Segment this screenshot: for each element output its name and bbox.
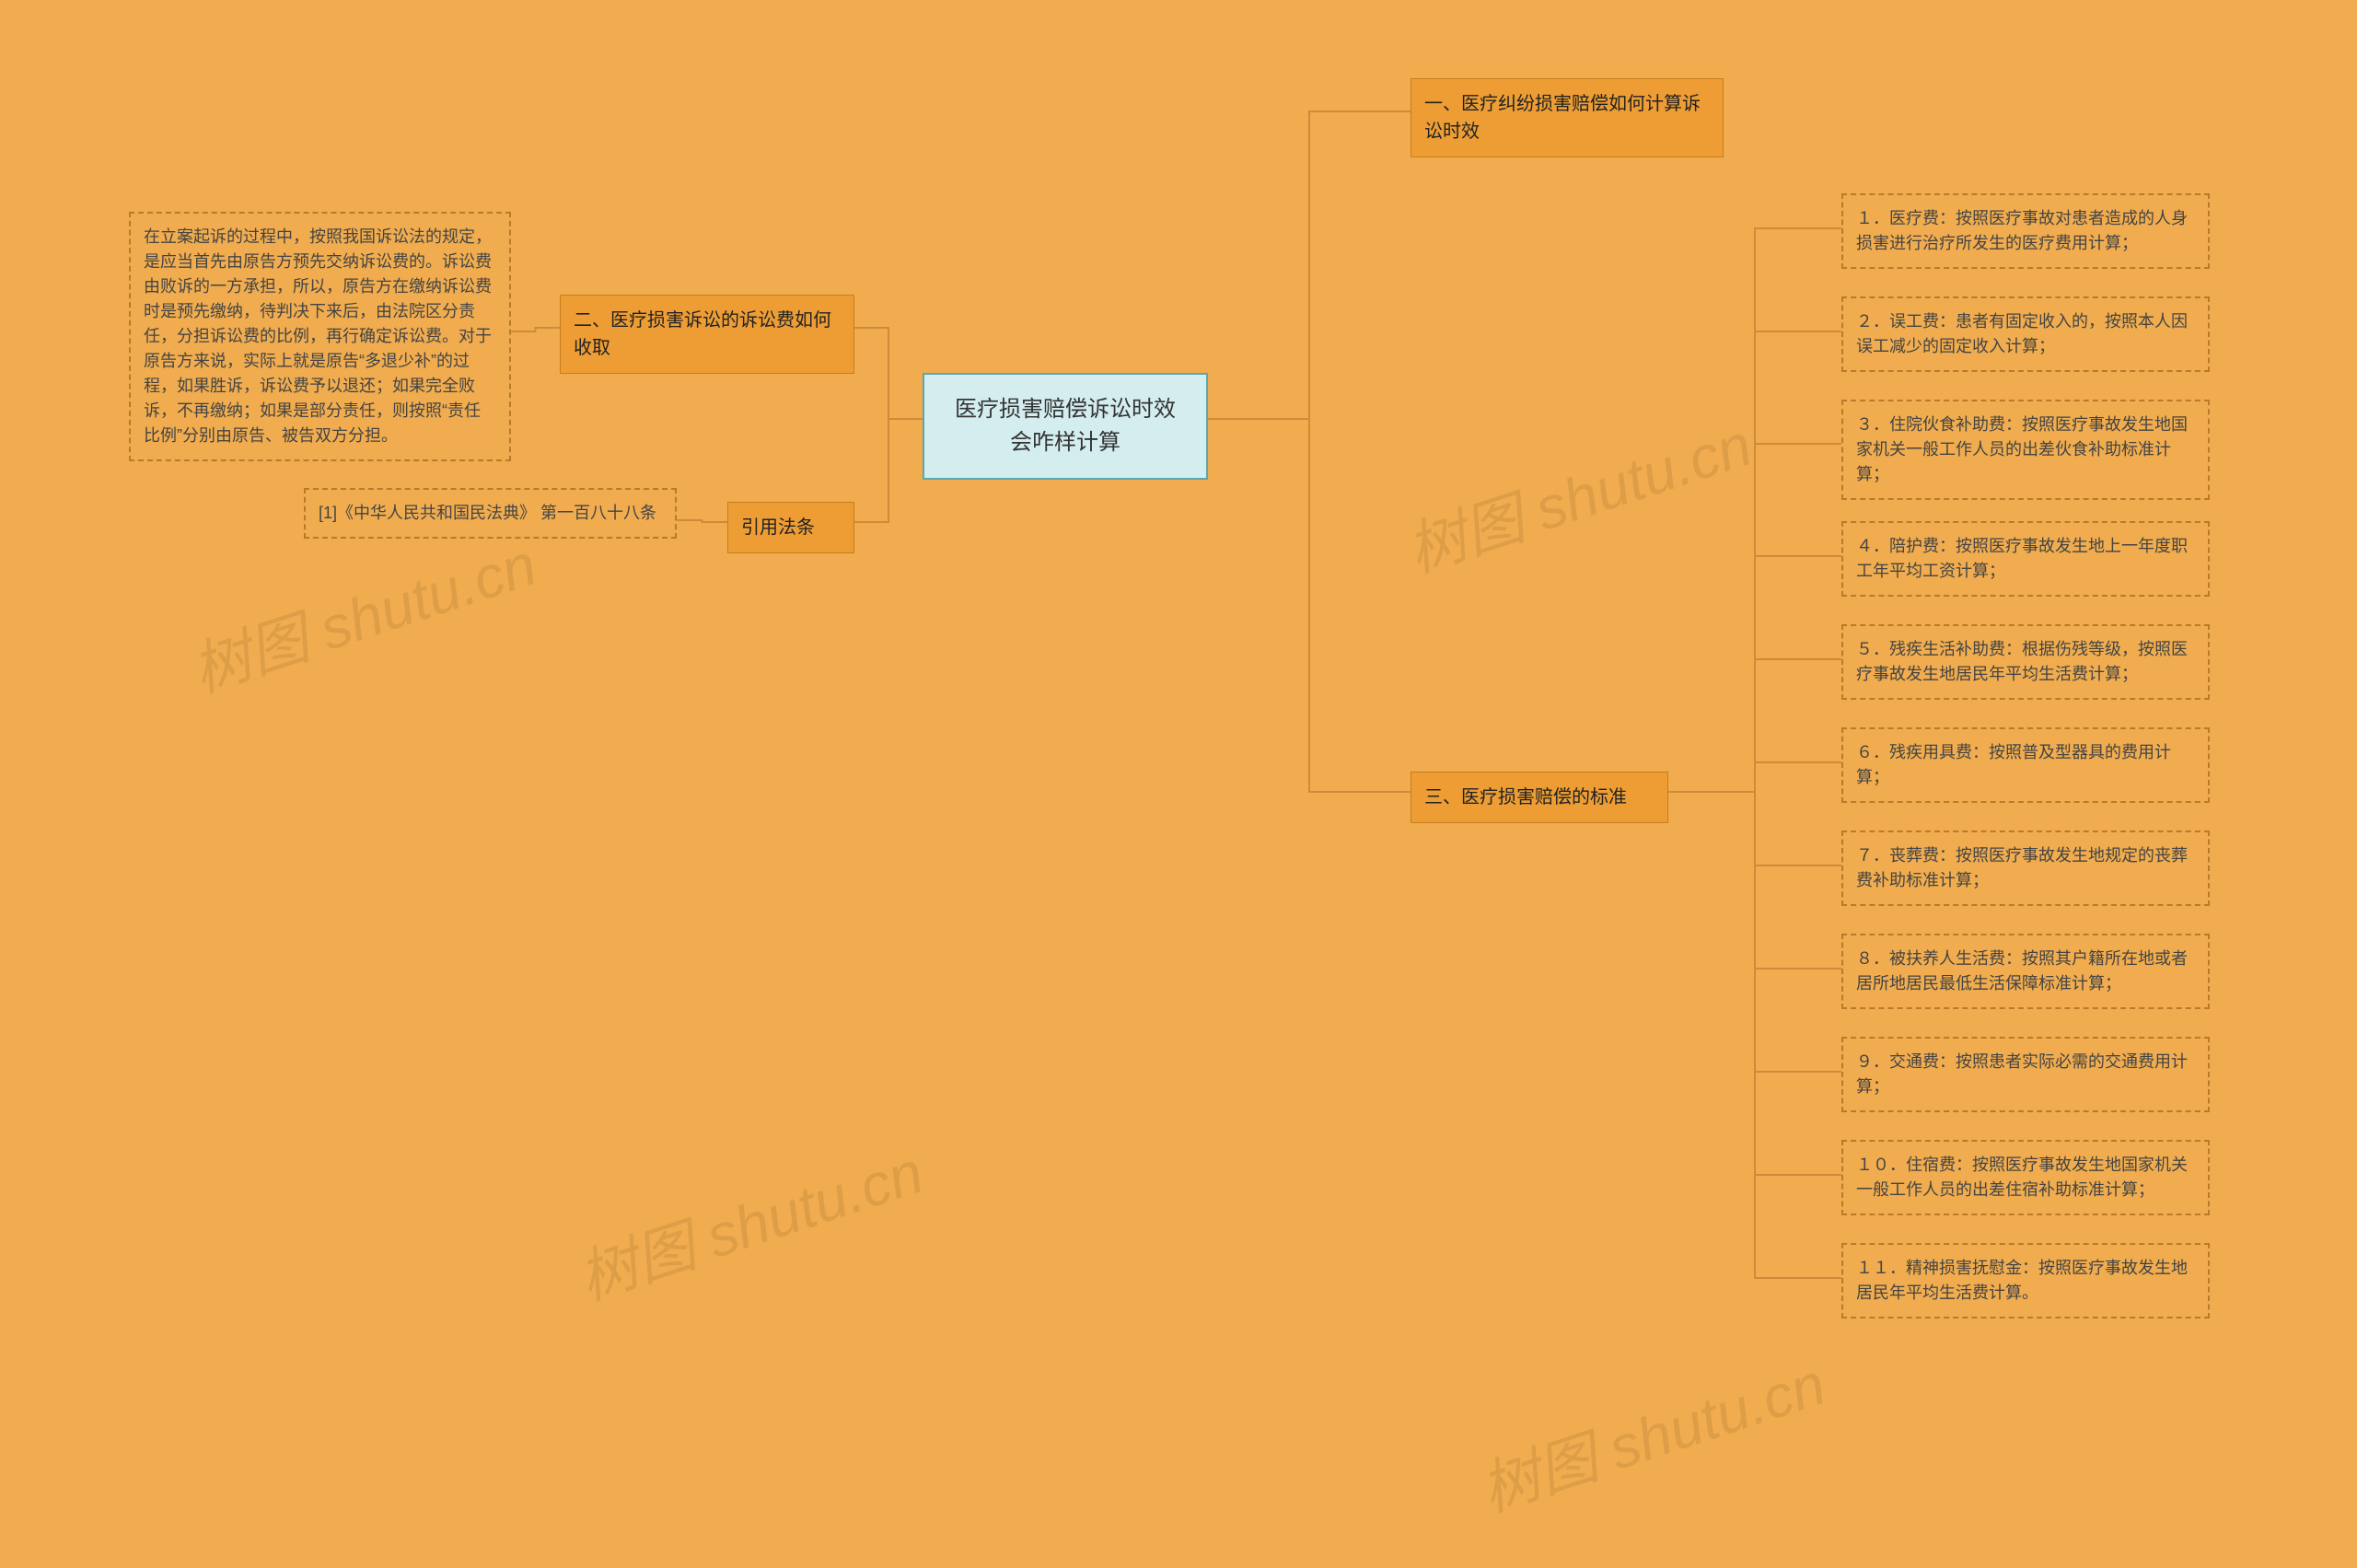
leaf-b4-1-label: [1]《中华人民共和国民法典》 第一百八十八条 xyxy=(319,504,656,522)
leaf-8: ８．被扶养人生活费：按照其户籍所在地或者居所地居民最低生活保障标准计算； xyxy=(1841,934,2210,1009)
leaf-2-label: ２．误工费：患者有固定收入的，按照本人因误工减少的固定收入计算； xyxy=(1856,312,2188,355)
leaf-11: １１．精神损害抚慰金：按照医疗事故发生地居民年平均生活费计算。 xyxy=(1841,1243,2210,1318)
leaf-4-label: ４．陪护费：按照医疗事故发生地上一年度职工年平均工资计算； xyxy=(1856,537,2188,580)
leaf-9: ９．交通费：按照患者实际必需的交通费用计算； xyxy=(1841,1037,2210,1112)
leaf-7-label: ７．丧葬费：按照医疗事故发生地规定的丧葬费补助标准计算； xyxy=(1856,846,2188,889)
branch-2: 二、医疗损害诉讼的诉讼费如何收取 xyxy=(560,295,854,374)
leaf-7: ７．丧葬费：按照医疗事故发生地规定的丧葬费补助标准计算； xyxy=(1841,830,2210,906)
leaf-6: ６．残疾用具费：按照普及型器具的费用计算； xyxy=(1841,727,2210,803)
watermark: 树图 shutu.cn xyxy=(1395,398,1760,588)
leaf-5-label: ５．残疾生活补助费：根据伤残等级，按照医疗事故发生地居民年平均生活费计算； xyxy=(1856,640,2188,683)
watermark: 树图 shutu.cn xyxy=(1469,1337,1834,1527)
leaf-b4-1: [1]《中华人民共和国民法典》 第一百八十八条 xyxy=(304,488,677,539)
leaf-b2-1-label: 在立案起诉的过程中，按照我国诉讼法的规定，是应当首先由原告方预先交纳诉讼费的。诉… xyxy=(144,227,492,445)
leaf-8-label: ８．被扶养人生活费：按照其户籍所在地或者居所地居民最低生活保障标准计算； xyxy=(1856,949,2188,993)
branch-4-label: 引用法条 xyxy=(741,517,815,538)
leaf-6-label: ６．残疾用具费：按照普及型器具的费用计算； xyxy=(1856,743,2171,786)
branch-1: 一、医疗纠纷损害赔偿如何计算诉讼时效 xyxy=(1411,78,1724,157)
root-label: 医疗损害赔偿诉讼时效会咋样计算 xyxy=(955,397,1176,455)
watermark: 树图 shutu.cn xyxy=(566,1125,932,1316)
leaf-4: ４．陪护费：按照医疗事故发生地上一年度职工年平均工资计算； xyxy=(1841,521,2210,597)
leaf-1-label: １．医疗费：按照医疗事故对患者造成的人身损害进行治疗所发生的医疗费用计算； xyxy=(1856,209,2188,252)
root-node: 医疗损害赔偿诉讼时效会咋样计算 xyxy=(923,373,1208,480)
branch-4: 引用法条 xyxy=(727,502,854,553)
leaf-b2-1: 在立案起诉的过程中，按照我国诉讼法的规定，是应当首先由原告方预先交纳诉讼费的。诉… xyxy=(129,212,511,461)
leaf-11-label: １１．精神损害抚慰金：按照医疗事故发生地居民年平均生活费计算。 xyxy=(1856,1259,2188,1302)
branch-3: 三、医疗损害赔偿的标准 xyxy=(1411,772,1668,823)
branch-3-label: 三、医疗损害赔偿的标准 xyxy=(1424,787,1627,807)
leaf-1: １．医疗费：按照医疗事故对患者造成的人身损害进行治疗所发生的医疗费用计算； xyxy=(1841,193,2210,269)
branch-1-label: 一、医疗纠纷损害赔偿如何计算诉讼时效 xyxy=(1424,94,1701,142)
leaf-2: ２．误工费：患者有固定收入的，按照本人因误工减少的固定收入计算； xyxy=(1841,296,2210,372)
leaf-9-label: ９．交通费：按照患者实际必需的交通费用计算； xyxy=(1856,1052,2188,1096)
branch-2-label: 二、医疗损害诉讼的诉讼费如何收取 xyxy=(574,310,831,358)
leaf-10: １０．住宿费：按照医疗事故发生地国家机关一般工作人员的出差住宿补助标准计算； xyxy=(1841,1140,2210,1215)
leaf-5: ５．残疾生活补助费：根据伤残等级，按照医疗事故发生地居民年平均生活费计算； xyxy=(1841,624,2210,700)
leaf-10-label: １０．住宿费：按照医疗事故发生地国家机关一般工作人员的出差住宿补助标准计算； xyxy=(1856,1156,2188,1199)
leaf-3-label: ３．住院伙食补助费：按照医疗事故发生地国家机关一般工作人员的出差伙食补助标准计算… xyxy=(1856,415,2188,483)
leaf-3: ３．住院伙食补助费：按照医疗事故发生地国家机关一般工作人员的出差伙食补助标准计算… xyxy=(1841,400,2210,500)
watermark: 树图 shutu.cn xyxy=(180,517,545,708)
